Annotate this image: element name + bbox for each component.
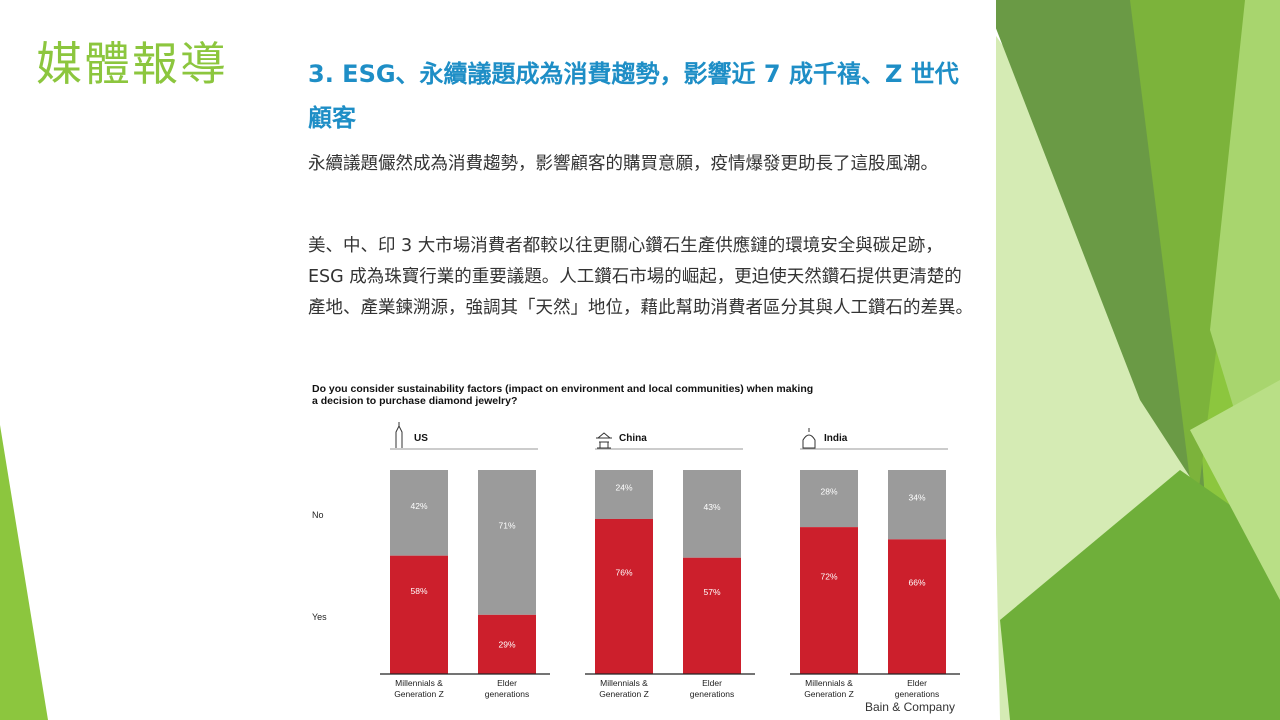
category-label: Millennials &	[395, 678, 443, 688]
value-label-yes: 58%	[410, 586, 427, 596]
value-label-yes: 66%	[908, 578, 925, 588]
panel-title-china: China	[619, 433, 647, 444]
category-label: Elder	[702, 678, 722, 688]
bar-yes-india-1	[888, 539, 946, 674]
row-label-yes: Yes	[312, 612, 327, 622]
left-green-shard	[0, 425, 48, 720]
category-label: Generation Z	[599, 689, 649, 699]
category-label: Millennials &	[805, 678, 853, 688]
bar-no-india-1	[888, 470, 946, 540]
category-label: Generation Z	[804, 689, 854, 699]
taj-mahal-icon	[802, 428, 816, 449]
value-label-yes: 29%	[498, 639, 515, 649]
bar-yes-us-0	[390, 555, 448, 674]
panel-title-india: India	[824, 433, 848, 444]
category-label: generations	[690, 689, 734, 699]
row-label-no: No	[312, 510, 324, 520]
category-label: Elder	[497, 678, 517, 688]
bar-yes-china-0	[595, 518, 653, 674]
sustainability-chart: Do you consider sustainability factors (…	[312, 383, 960, 714]
bar-no-india-0	[800, 470, 858, 528]
bar-no-china-0	[595, 470, 653, 519]
bar-yes-india-0	[800, 527, 858, 674]
category-label: Generation Z	[394, 689, 444, 699]
value-label-no: 24%	[615, 482, 632, 492]
chart-title-line: a decision to purchase diamond jewelry?	[312, 395, 517, 407]
article-heading: 3. ESG、永續議題成為消費趨勢，影響近 7 成千禧、Z 世代顧客	[308, 60, 959, 132]
right-lower-shard	[1000, 470, 1280, 720]
category-label: Millennials &	[600, 678, 648, 688]
value-label-no: 42%	[410, 501, 427, 511]
bar-no-us-0	[390, 470, 448, 556]
right-lower-light-shard	[1190, 380, 1280, 600]
article-paragraph-2: 美、中、印 3 大市場消費者都較以往更關心鑽石生產供應鏈的環境安全與碳足跡，ES…	[308, 236, 973, 318]
category-label: generations	[895, 689, 939, 699]
bar-yes-us-1	[478, 614, 536, 674]
bar-no-china-1	[683, 470, 741, 558]
source-label: Bain & Company	[865, 700, 955, 714]
skyscraper-icon	[395, 422, 403, 448]
bar-yes-china-1	[683, 557, 741, 674]
value-label-yes: 76%	[615, 567, 632, 577]
panel-title-us: US	[414, 433, 428, 444]
value-label-no: 71%	[498, 520, 515, 530]
category-label: Elder	[907, 678, 927, 688]
value-label-yes: 57%	[703, 587, 720, 597]
temple-icon	[596, 432, 612, 449]
slide-title: 媒體報導	[36, 37, 228, 91]
value-label-no: 28%	[820, 487, 837, 497]
value-label-yes: 72%	[820, 572, 837, 582]
bar-no-us-1	[478, 470, 536, 615]
right-mid-shard	[1130, 0, 1260, 520]
value-label-no: 34%	[908, 493, 925, 503]
value-label-no: 43%	[703, 502, 720, 512]
chart-title-line: Do you consider sustainability factors (…	[312, 383, 813, 395]
category-label: generations	[485, 689, 529, 699]
article-paragraph-1: 永續議題儼然成為消費趨勢，影響顧客的購買意願，疫情爆發更助長了這股風潮。	[308, 154, 938, 174]
